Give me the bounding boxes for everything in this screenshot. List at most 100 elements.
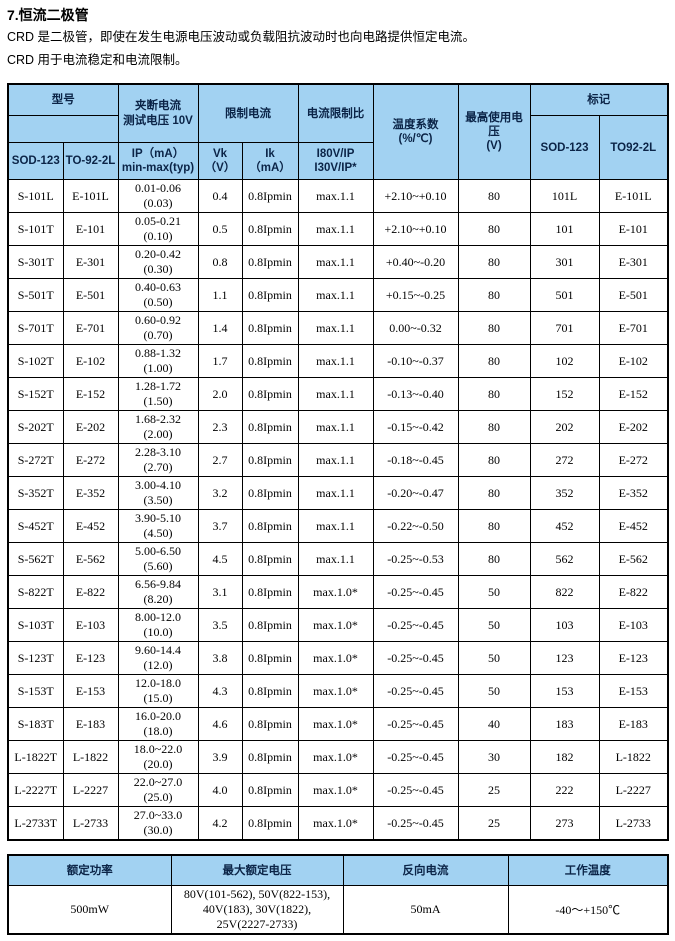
table-cell: E-501 [598, 278, 669, 313]
table-cell: max.1.1 [297, 278, 374, 313]
max-rated-voltage-value: 80V(101-562), 50V(822-153), 40V(183), 30… [170, 885, 344, 935]
table-row: S-301T E-301 0.20-0.42 (0.30) 0.8 0.8Ipmin ma… [7, 245, 669, 280]
table-cell: E-272 [62, 443, 119, 478]
table-cell: +0.15~-0.25 [372, 278, 459, 313]
table-cell: 0.8 [197, 245, 243, 280]
table-cell: 0.8Ipmin [241, 575, 299, 610]
table-cell: max.1.1 [297, 245, 374, 280]
table-row: L-2227T L-2227 22.0~27.0 (25.0) 4.0 0.8Ipmin… [7, 773, 669, 808]
col-header-ik: Ik （mA） [241, 142, 299, 181]
table-cell: 50 [457, 608, 531, 643]
table-cell: 0.8Ipmin [241, 542, 299, 577]
table-cell: E-352 [62, 476, 119, 511]
crd-spec-table: 型号 夹断电流 测试电压 10V 限制电流 电流限制比 温度系数 (%/℃) 最… [7, 83, 669, 842]
table-cell: E-153 [598, 674, 669, 709]
intro-line-2: CRD 用于电流稳定和电流限制。 [7, 53, 188, 68]
table-cell: 2.0 [197, 377, 243, 412]
table-cell: 102 [529, 344, 600, 379]
table-cell: 22.0~27.0 (25.0) [117, 773, 199, 808]
table-row: S-701T E-701 0.60-0.92 (0.70) 1.4 0.8Ipmin ma… [7, 311, 669, 346]
table-cell: E-183 [598, 707, 669, 742]
rated-power-value: 500mW [7, 885, 172, 935]
table-cell: 0.40-0.63 (0.50) [117, 278, 199, 313]
table-cell: 80 [457, 443, 531, 478]
table-cell: 4.6 [197, 707, 243, 742]
table-cell: 0.8Ipmin [241, 179, 299, 214]
table-cell: 4.0 [197, 773, 243, 808]
table-cell: -0.22~-0.50 [372, 509, 459, 544]
col-header-pinch-off-current: 夹断电流 测试电压 10V [117, 83, 199, 144]
table-row: S-152T E-152 1.28-1.72 (1.50) 2.0 0.8Ipmin ma… [7, 377, 669, 412]
table-cell: +2.10~+0.10 [372, 212, 459, 247]
table-cell: 0.4 [197, 179, 243, 214]
table-cell: -0.10~-0.37 [372, 344, 459, 379]
table-cell: 80 [457, 542, 531, 577]
table-cell: E-152 [62, 377, 119, 412]
table-cell: S-123T [7, 641, 64, 676]
table-cell: 3.00-4.10 (3.50) [117, 476, 199, 511]
table-cell: 0.8Ipmin [241, 278, 299, 313]
table-cell: max.1.1 [297, 542, 374, 577]
table-cell: 18.0~22.0 (20.0) [117, 740, 199, 775]
table-cell: 80 [457, 212, 531, 247]
table-cell: 0.8Ipmin [241, 443, 299, 478]
table-cell: 0.8Ipmin [241, 476, 299, 511]
table-cell: E-183 [62, 707, 119, 742]
ratings-table-header: 额定功率 最大额定电压 反向电流 工作温度 [7, 854, 669, 887]
table-cell: -0.25~-0.45 [372, 740, 459, 775]
table-cell: 1.4 [197, 311, 243, 346]
table-cell: 452 [529, 509, 600, 544]
table-row: S-123T E-123 9.60-14.4 (12.0) 3.8 0.8Ipmin ma… [7, 641, 669, 676]
table-cell: 3.9 [197, 740, 243, 775]
table-cell: L-2733T [7, 806, 64, 841]
table-cell: -0.18~-0.45 [372, 443, 459, 478]
table-cell: 1.7 [197, 344, 243, 379]
table-cell: 822 [529, 575, 600, 610]
table-cell: 3.90-5.10 (4.50) [117, 509, 199, 544]
table-cell: E-102 [598, 344, 669, 379]
table-cell: max.1.1 [297, 311, 374, 346]
table-cell: E-562 [598, 542, 669, 577]
table-cell: 80 [457, 179, 531, 214]
table-cell: 222 [529, 773, 600, 808]
table-cell: 183 [529, 707, 600, 742]
table-cell: 2.28-3.10 (2.70) [117, 443, 199, 478]
table-cell: E-123 [598, 641, 669, 676]
table-cell: E-501 [62, 278, 119, 313]
table-cell: S-102T [7, 344, 64, 379]
table-cell: 3.7 [197, 509, 243, 544]
table-cell: L-2227 [598, 773, 669, 808]
ratings-value-row: 500mW 80V(101-562), 50V(822-153), 40V(18… [7, 885, 669, 935]
table-cell: max.1.1 [297, 509, 374, 544]
table-cell: 0.8Ipmin [241, 377, 299, 412]
table-cell: E-452 [62, 509, 119, 544]
table-cell: 50 [457, 575, 531, 610]
table-cell: E-153 [62, 674, 119, 709]
table-cell: 182 [529, 740, 600, 775]
table-cell: 0.8Ipmin [241, 509, 299, 544]
table-cell: -0.25~-0.45 [372, 608, 459, 643]
table-cell: max.1.0* [297, 674, 374, 709]
table-cell: max.1.1 [297, 377, 374, 412]
table-cell: max.1.1 [297, 410, 374, 445]
table-row: S-822T E-822 6.56-9.84 (8.20) 3.1 0.8Ipmin ma… [7, 575, 669, 610]
table-cell: 0.20-0.42 (0.30) [117, 245, 199, 280]
table-cell: 0.8Ipmin [241, 344, 299, 379]
table-cell: S-701T [7, 311, 64, 346]
table-cell: 1.68-2.32 (2.00) [117, 410, 199, 445]
table-cell: 25 [457, 806, 531, 841]
table-cell: 27.0~33.0 (30.0) [117, 806, 199, 841]
table-cell: E-103 [62, 608, 119, 643]
table-cell: S-101L [7, 179, 64, 214]
reverse-current-value: 50mA [342, 885, 509, 935]
table-cell: E-101L [62, 179, 119, 214]
table-cell: L-1822 [598, 740, 669, 775]
table-cell: 12.0-18.0 (15.0) [117, 674, 199, 709]
table-row: S-153T E-153 12.0-18.0 (15.0) 4.3 0.8Ipmin ma… [7, 674, 669, 709]
table-cell: 4.3 [197, 674, 243, 709]
table-cell: E-701 [598, 311, 669, 346]
table-cell: 273 [529, 806, 600, 841]
table-cell: 80 [457, 278, 531, 313]
table-cell: 0.8Ipmin [241, 410, 299, 445]
